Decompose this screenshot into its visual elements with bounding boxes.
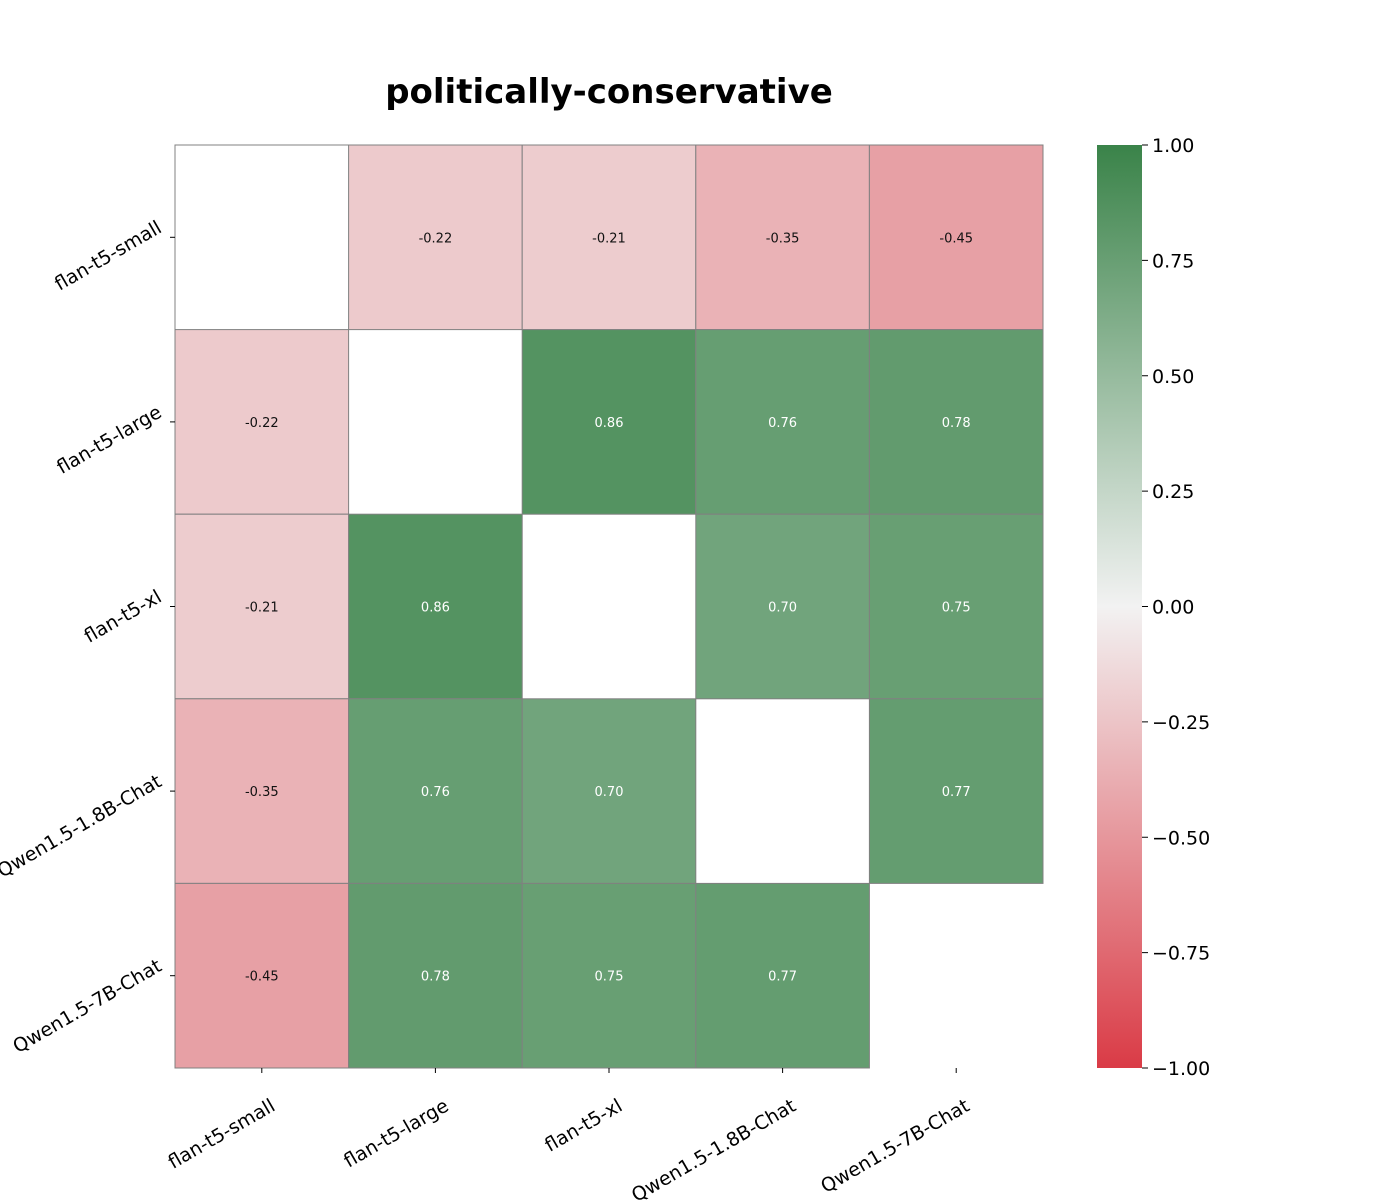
heatmap-cell	[521, 698, 697, 884]
chart-title: politically-conservative	[385, 72, 833, 112]
y-tick-label: Qwen1.5-1.8B-Chat	[0, 770, 166, 882]
cell-value-label: 0.75	[595, 970, 624, 985]
colorbar-ticks: 1.00 0.75 0.50 0.25 0.00 −0.25 −0.50 −0.75 −1.00	[1142, 135, 1210, 1080]
colorbar-tick-label: 0.50	[1152, 366, 1194, 388]
y-tick-label: Qwen1.5-7B-Chat	[9, 955, 165, 1058]
cell-value-label: 0.76	[421, 785, 450, 800]
heatmap-cell	[521, 144, 697, 331]
y-tick-label: flan-t5-large	[53, 401, 165, 479]
cell-value-label: 0.70	[768, 601, 797, 616]
x-tick-label: Qwen1.5-1.8B-Chat	[628, 1095, 800, 1200]
heatmap-cell	[348, 698, 523, 884]
cell-value-label: 0.77	[942, 785, 971, 800]
heatmap-cell	[348, 882, 523, 1069]
colorbar-tick-label: 0.25	[1152, 481, 1194, 503]
heatmap-cell	[174, 882, 350, 1069]
y-tick-label: flan-t5-small	[51, 217, 166, 296]
cell-value-label: 0.77	[768, 970, 797, 985]
cell-value-label: -0.45	[245, 970, 279, 985]
heatmap-cell	[348, 513, 523, 700]
cell-value-label: -0.45	[939, 231, 973, 246]
cell-value-label: 0.76	[768, 416, 797, 431]
cell-value-label: 0.78	[942, 416, 971, 431]
cell-value-label: -0.22	[245, 416, 279, 431]
heatmap-cell	[868, 513, 1044, 700]
colorbar-tick-label: −0.75	[1152, 943, 1210, 965]
cell-value-label: -0.35	[245, 785, 279, 800]
empty-cell-border	[174, 144, 349, 330]
heatmap-cell	[695, 882, 870, 1069]
colorbar: 1.00 0.75 0.50 0.25 0.00 −0.25 −0.50 −0.75 −1.00	[1097, 135, 1210, 1080]
cell-value-label: 0.86	[595, 416, 624, 431]
colorbar-tick-label: −1.00	[1152, 1058, 1210, 1080]
heatmap-cell	[868, 698, 1044, 884]
cell-value-label: 0.70	[595, 785, 624, 800]
heatmap-cells: -0.22 -0.21 -0.35 -0.45 -0.22 0.86 0.76 0.78 -0.…	[174, 144, 1044, 1069]
cell-value-label: 0.78	[421, 970, 450, 985]
cell-value-label: -0.21	[592, 231, 626, 246]
heatmap-cell	[695, 144, 870, 331]
cell-value-label: -0.22	[419, 231, 453, 246]
heatmap-cell	[695, 329, 870, 515]
cell-value-label: -0.35	[766, 231, 800, 246]
x-tick-label: flan-t5-small	[164, 1095, 279, 1174]
colorbar-tick-label: −0.25	[1152, 712, 1210, 734]
heatmap-cell	[174, 329, 350, 515]
x-tick-label: Qwen1.5-7B-Chat	[817, 1095, 973, 1198]
x-axis-ticks: flan-t5-small flan-t5-large flan-t5-xl Qwen…	[164, 1068, 973, 1204]
heatmap-cell	[521, 329, 697, 515]
x-tick-label: flan-t5-large	[340, 1095, 452, 1173]
colorbar-tick-label: 1.00	[1152, 135, 1194, 157]
heatmap-cell	[868, 329, 1044, 515]
heatmap-cell	[521, 882, 697, 1069]
colorbar-tick-label: 0.00	[1152, 597, 1194, 619]
colorbar-bar	[1097, 145, 1142, 1068]
colorbar-tick-label: 0.75	[1152, 250, 1194, 272]
cell-value-label: 0.75	[942, 601, 971, 616]
cell-value-label: 0.86	[421, 601, 450, 616]
cell-value-label: -0.21	[245, 601, 279, 616]
colorbar-tick-label: −0.50	[1152, 827, 1210, 849]
heatmap-cell	[348, 144, 523, 331]
heatmap-cell	[868, 144, 1044, 331]
y-axis-ticks: flan-t5-small flan-t5-large flan-t5-xl Qwen…	[0, 217, 175, 1058]
y-tick-label: flan-t5-xl	[81, 586, 166, 648]
x-tick-label: flan-t5-xl	[541, 1095, 626, 1157]
heatmap-cell	[174, 698, 350, 884]
